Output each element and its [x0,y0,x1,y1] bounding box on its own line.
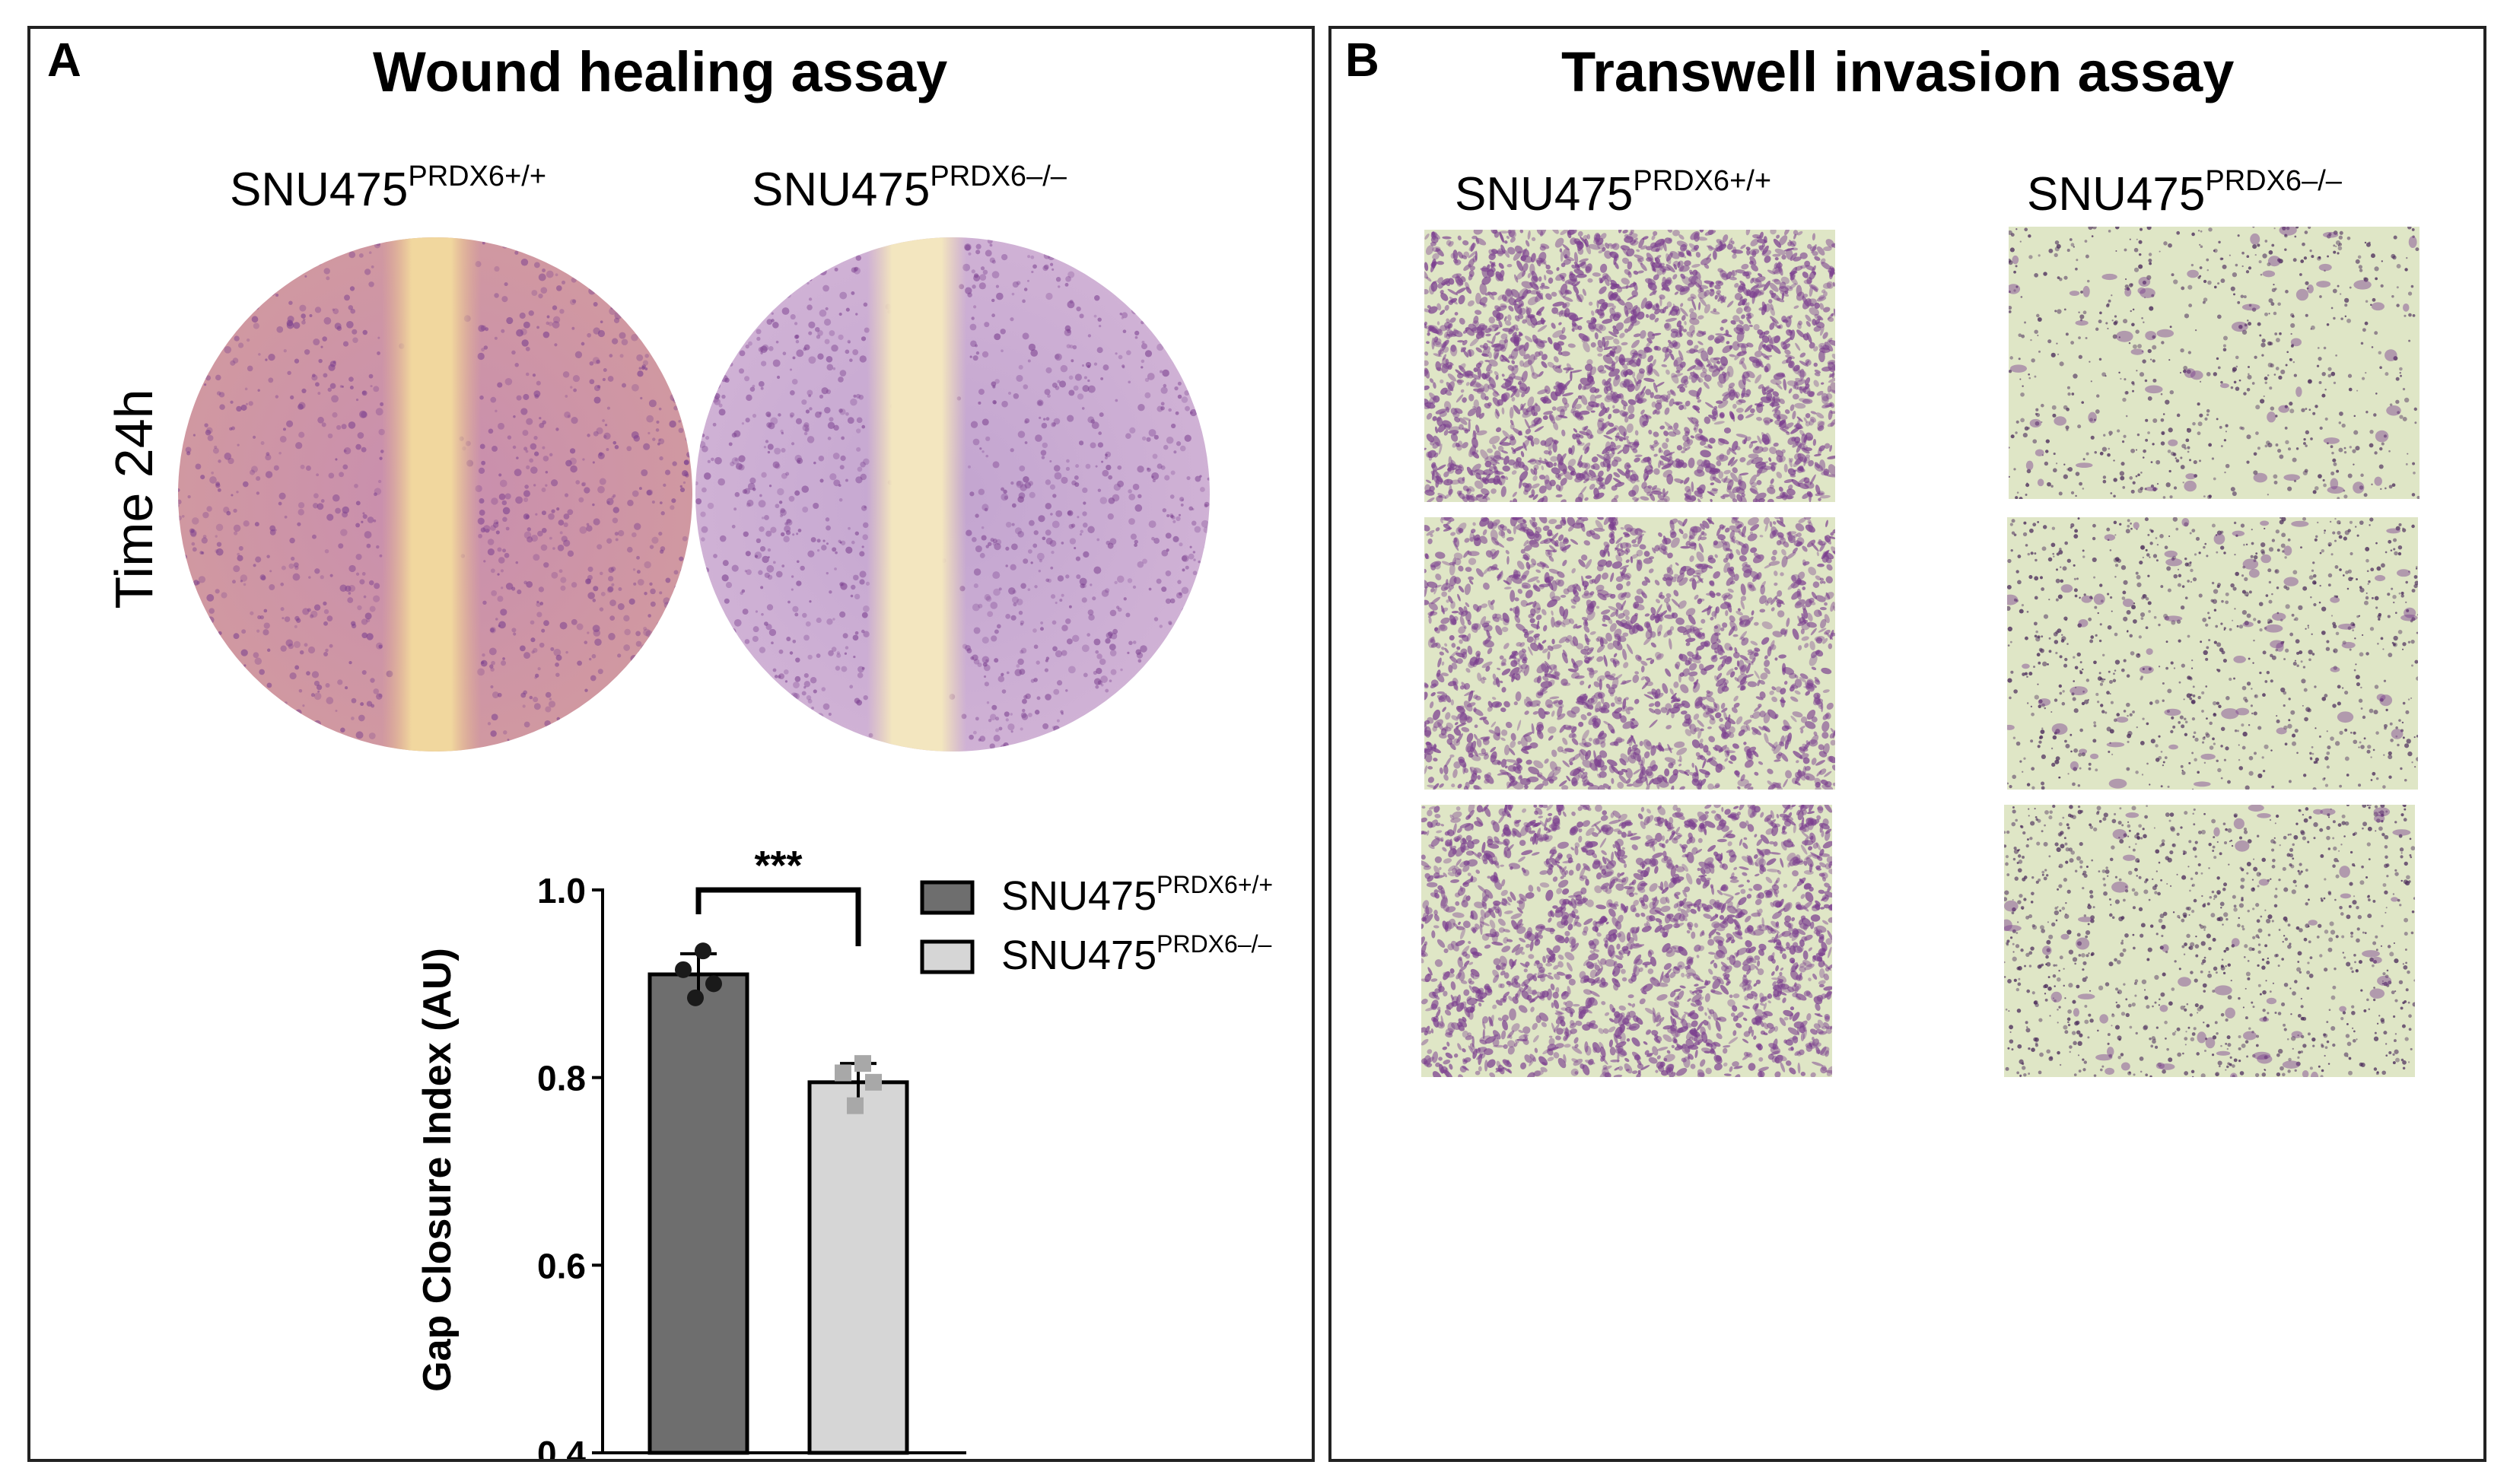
significance-bracket [695,887,861,946]
wound-dish-ko-svg [695,237,1210,752]
wound-dish-wt-image [178,237,692,752]
transwell-label-ko-base: SNU475 [2027,168,2206,221]
legend-swatch-wt [920,880,975,915]
transwell-image-ko-row1 [2009,227,2420,499]
transwell-image-ko-row2 [2007,517,2418,790]
data-point [695,942,711,960]
transwell-image-wt-row2 [1424,517,1835,790]
data-point [854,1055,871,1072]
data-point [675,961,692,978]
transwell-label-wt-base: SNU475 [1455,168,1634,221]
legend-label-wt: SNU475PRDX6+/+ [1001,871,1273,919]
time-label: Time 24h [104,389,164,609]
data-point [865,1073,882,1091]
legend-swatch-ko [920,939,975,974]
data-point [847,1097,864,1114]
transwell-image-wt-row3 [1421,805,1832,1077]
wound-label-ko-sup: PRDX6–/– [930,160,1067,193]
data-point [705,975,722,993]
gap-closure-chart: Gap Closure Index (AU) 0.4 0.6 0.8 1.0 *** SN… [415,843,1273,1459]
wound-label-ko-base: SNU475 [752,164,931,216]
y-tick-label: 0.4 [537,1434,586,1459]
significance-label: *** [754,843,802,888]
transwell-label-ko: SNU475PRDX6–/– [2027,165,2342,221]
y-tick-label: 1.0 [537,871,586,910]
y-tick-label: 0.8 [537,1059,586,1098]
wound-label-wt-sup: PRDX6+/+ [408,160,547,193]
bar-ko [807,1080,909,1455]
transwell-label-wt-sup: PRDX6+/+ [1633,165,1772,198]
transwell-label-ko-sup: PRDX6–/– [2205,165,2342,198]
panel-a-letter: A [47,34,81,87]
y-axis-label: Gap Closure Index (AU) [415,948,460,1392]
wound-label-wt: SNU475PRDX6+/+ [230,160,547,217]
bar-wt [647,972,749,1455]
wound-label-ko: SNU475PRDX6–/– [752,160,1067,217]
transwell-image-wt-row1 [1424,230,1835,502]
transwell-label-wt: SNU475PRDX6+/+ [1455,165,1772,221]
wound-label-wt-base: SNU475 [230,164,409,216]
wound-dish-wt-svg [178,237,692,752]
panel-b-title: Transwell invasion assay [1561,40,2235,103]
panel-a-title: Wound healing assay [373,40,948,103]
legend-label-ko: SNU475PRDX6–/– [1001,930,1272,978]
panel-b-letter: B [1345,34,1379,87]
transwell-image-ko-row3 [2004,805,2415,1077]
data-point [687,989,704,1006]
panel-a: A Wound healing assay SNU475PRDX6+/+ SNU… [27,26,1315,1462]
wound-dish-ko-image [695,237,1210,752]
panel-b: B Transwell invasion assay SNU475PRDX6+/… [1328,26,2486,1462]
data-point [835,1064,851,1082]
y-tick-label: 0.6 [537,1246,586,1285]
